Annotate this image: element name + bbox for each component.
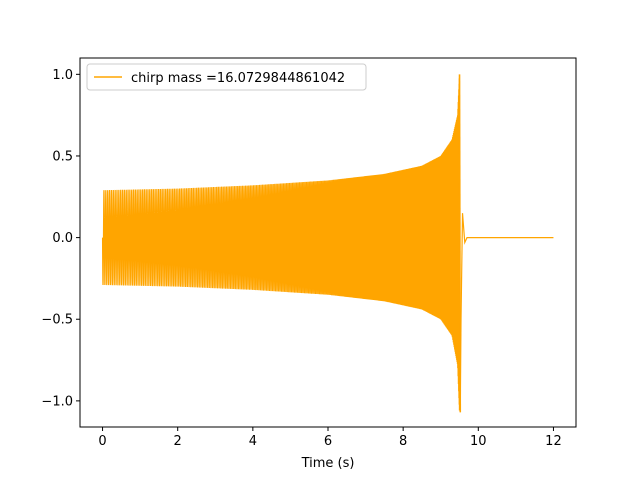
x-tick-label: 8 [399, 434, 407, 449]
x-tick-label: 4 [249, 434, 257, 449]
plot-content [101, 74, 554, 413]
legend-box [86, 63, 367, 91]
y-tick-label: −0.5 [41, 313, 73, 328]
x-axis-label: Time (s) [301, 456, 355, 471]
y-tick-label: 0.5 [52, 149, 73, 164]
x-tick-label: 2 [174, 434, 182, 449]
y-tick-label: 0.0 [52, 231, 73, 246]
series-line-chirp [101, 78, 554, 413]
x-tick-label: 12 [545, 434, 562, 449]
x-tick-label: 10 [470, 434, 487, 449]
y-axis-ticks: −1.0 −0.5 0.0 0.5 1.0 [41, 68, 80, 409]
merger-peak-line [458, 74, 462, 413]
y-tick-label: 1.0 [52, 68, 73, 83]
x-tick-label: 0 [98, 434, 106, 449]
legend: chirp mass =16.0729844861042 [86, 63, 367, 91]
x-axis-ticks: 0 2 4 6 8 10 12 [98, 427, 562, 449]
y-tick-label: −1.0 [41, 394, 73, 409]
legend-label: chirp mass =16.0729844861042 [131, 71, 345, 86]
x-tick-label: 6 [324, 434, 332, 449]
